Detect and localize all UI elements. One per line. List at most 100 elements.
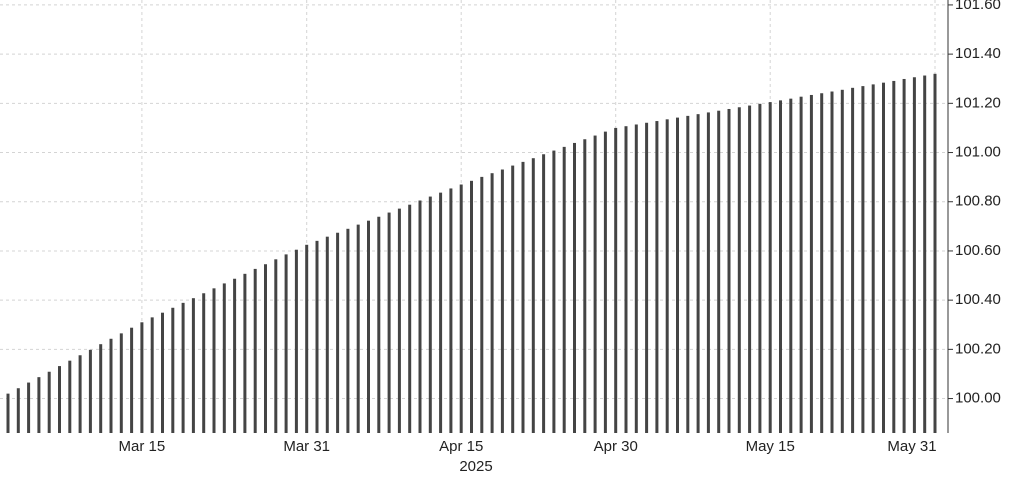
- bar: [851, 87, 855, 434]
- bar: [253, 268, 257, 433]
- x-tick-label: Apr 30: [594, 438, 638, 455]
- bar: [923, 75, 927, 433]
- x-tick-label: Mar 31: [283, 438, 330, 455]
- bar: [748, 105, 752, 433]
- bar: [274, 259, 278, 433]
- bar: [181, 302, 185, 433]
- bar: [294, 249, 298, 433]
- bar: [665, 119, 669, 434]
- bar: [902, 78, 906, 433]
- bar: [490, 173, 494, 433]
- bar: [779, 100, 782, 434]
- bar: [161, 312, 164, 433]
- y-tick-label: 100.00: [955, 390, 1001, 407]
- bar: [871, 84, 875, 433]
- x-tick-label: May 31: [887, 438, 936, 455]
- y-tick-label: 100.40: [955, 291, 1001, 308]
- bar: [191, 298, 195, 433]
- bar: [418, 200, 422, 433]
- bar: [706, 112, 710, 434]
- bar: [408, 204, 412, 433]
- bar: [428, 196, 432, 433]
- bar: [737, 107, 741, 434]
- y-tick-label: 100.20: [955, 340, 1001, 357]
- bar: [603, 131, 607, 433]
- bar: [645, 122, 649, 433]
- bar: [449, 188, 453, 433]
- bar: [336, 232, 340, 433]
- y-tick-label: 101.00: [955, 144, 1001, 161]
- bar: [325, 236, 329, 433]
- bar: [562, 146, 566, 434]
- bar: [346, 228, 350, 433]
- bar: [820, 93, 824, 433]
- x-tick-label: May 15: [746, 438, 795, 455]
- bar: [212, 288, 216, 433]
- bar: [305, 244, 309, 433]
- bar: [717, 110, 721, 433]
- bar: [367, 220, 370, 433]
- bar: [676, 117, 679, 433]
- bar: [531, 158, 535, 433]
- x-sublabel: 2025: [459, 458, 492, 475]
- x-tick-label: Mar 15: [119, 438, 166, 455]
- bar: [202, 293, 206, 433]
- bar: [686, 115, 690, 433]
- bar: [500, 169, 504, 434]
- bar: [47, 371, 51, 433]
- bar: [459, 184, 463, 433]
- bar: [511, 165, 515, 433]
- bar: [171, 307, 175, 433]
- bar: [573, 142, 576, 433]
- bar: [552, 150, 556, 433]
- bar: [768, 102, 772, 434]
- bar: [233, 278, 237, 433]
- y-tick-label: 101.40: [955, 45, 1001, 62]
- bar: [130, 327, 134, 433]
- bar: [377, 216, 381, 433]
- bar: [933, 73, 937, 433]
- bar: [593, 135, 597, 433]
- bar: [809, 94, 813, 433]
- bar: [397, 208, 401, 433]
- bar: [37, 377, 41, 433]
- bar: [315, 240, 319, 433]
- bar: [119, 333, 123, 433]
- bar: [387, 212, 391, 433]
- y-tick-label: 100.60: [955, 242, 1001, 259]
- bar: [655, 121, 659, 433]
- bar: [58, 366, 61, 433]
- bar: [583, 139, 587, 433]
- bar: [16, 388, 20, 433]
- bar: [799, 96, 803, 433]
- x-tick-label: Apr 15: [439, 438, 483, 455]
- bar: [222, 283, 226, 433]
- bar: [284, 254, 288, 433]
- bar: [78, 355, 82, 433]
- bar: [439, 192, 443, 433]
- bar: [789, 98, 793, 433]
- bar: [150, 317, 154, 433]
- bar: [696, 114, 700, 434]
- bar: [264, 264, 267, 433]
- bar: [521, 161, 525, 434]
- bar: [27, 382, 31, 433]
- bar: [840, 89, 844, 434]
- y-tick-label: 101.60: [955, 0, 1001, 13]
- bar: [892, 80, 896, 434]
- bar: [88, 349, 92, 433]
- bar: [470, 180, 473, 433]
- bar: [99, 344, 103, 433]
- bar: [614, 127, 618, 433]
- bar: [882, 82, 885, 433]
- bar: [912, 77, 916, 434]
- bar: [634, 124, 638, 434]
- bar: [480, 176, 484, 434]
- bar: [109, 338, 113, 433]
- y-tick-label: 101.20: [955, 94, 1001, 111]
- bar: [6, 393, 10, 433]
- bar: [68, 360, 72, 433]
- bar: [830, 91, 834, 434]
